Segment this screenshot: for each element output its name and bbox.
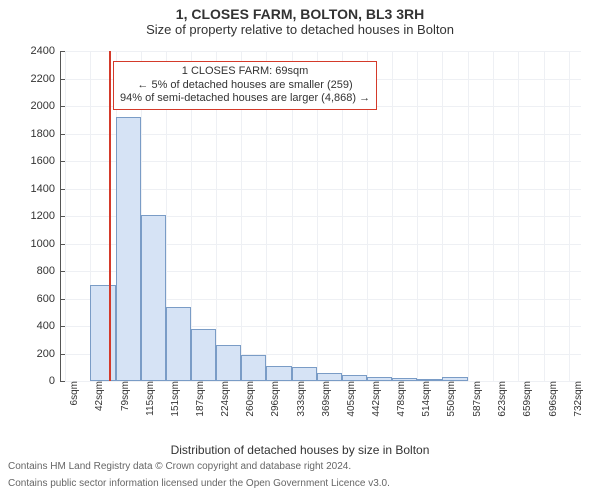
- y-tick-label: 2000: [31, 100, 61, 112]
- gridline-v: [442, 51, 443, 381]
- y-tick-label: 1000: [31, 238, 61, 250]
- x-tick-label: 333sqm: [292, 381, 307, 417]
- x-tick-label: 224sqm: [216, 381, 231, 417]
- histogram-bar: [216, 345, 241, 381]
- y-tick-label: 2200: [31, 73, 61, 85]
- histogram-bar: [367, 377, 392, 381]
- gridline-v: [544, 51, 545, 381]
- gridline-v: [417, 51, 418, 381]
- x-tick-label: 696sqm: [544, 381, 559, 417]
- x-axis-label: Distribution of detached houses by size …: [0, 443, 600, 457]
- y-tick-label: 1800: [31, 128, 61, 140]
- y-tick-label: 200: [37, 348, 61, 360]
- chart-container: Number of detached properties 0200400600…: [0, 41, 600, 441]
- x-tick-label: 6sqm: [65, 381, 80, 405]
- x-tick-label: 623sqm: [493, 381, 508, 417]
- y-tick-label: 400: [37, 320, 61, 332]
- gridline-v: [518, 51, 519, 381]
- callout-box: 1 CLOSES FARM: 69sqm ← 5% of detached ho…: [113, 61, 377, 110]
- callout-title: 1 CLOSES FARM: 69sqm: [120, 65, 370, 79]
- subject-marker-line: [109, 51, 111, 381]
- histogram-bar: [292, 367, 317, 381]
- histogram-bar: [90, 285, 116, 381]
- x-tick-label: 442sqm: [367, 381, 382, 417]
- x-tick-label: 587sqm: [468, 381, 483, 417]
- histogram-bar: [116, 117, 141, 381]
- callout-line-larger: 94% of semi-detached houses are larger (…: [120, 92, 370, 106]
- x-tick-label: 187sqm: [191, 381, 206, 417]
- x-tick-label: 42sqm: [90, 381, 105, 411]
- x-tick-label: 732sqm: [569, 381, 584, 417]
- x-tick-label: 659sqm: [518, 381, 533, 417]
- histogram-bar: [342, 375, 368, 381]
- histogram-bar: [417, 379, 442, 381]
- gridline-v: [392, 51, 393, 381]
- x-tick-label: 514sqm: [417, 381, 432, 417]
- x-tick-label: 550sqm: [442, 381, 457, 417]
- y-tick-label: 2400: [31, 45, 61, 57]
- gridline-v: [493, 51, 494, 381]
- y-tick-label: 600: [37, 293, 61, 305]
- attribution-line-2: Contains public sector information licen…: [0, 474, 600, 491]
- plot-area: 0200400600800100012001400160018002000220…: [60, 51, 581, 382]
- x-tick-label: 151sqm: [166, 381, 181, 417]
- gridline-v: [569, 51, 570, 381]
- callout-line-smaller: ← 5% of detached houses are smaller (259…: [120, 79, 370, 93]
- histogram-bar: [442, 377, 468, 381]
- gridline-h: [61, 51, 581, 52]
- attribution-line-1: Contains HM Land Registry data © Crown c…: [0, 457, 600, 474]
- histogram-bar: [141, 215, 166, 381]
- x-tick-label: 260sqm: [241, 381, 256, 417]
- page-title: 1, CLOSES FARM, BOLTON, BL3 3RH: [0, 0, 600, 22]
- gridline-v: [468, 51, 469, 381]
- x-tick-label: 405sqm: [342, 381, 357, 417]
- x-tick-label: 478sqm: [392, 381, 407, 417]
- histogram-bar: [191, 329, 217, 381]
- histogram-bar: [317, 373, 342, 381]
- histogram-bar: [392, 378, 417, 381]
- histogram-bar: [241, 355, 266, 381]
- y-tick-label: 1200: [31, 210, 61, 222]
- page-subtitle: Size of property relative to detached ho…: [0, 22, 600, 41]
- y-tick-label: 800: [37, 265, 61, 277]
- x-tick-label: 369sqm: [317, 381, 332, 417]
- histogram-bar: [166, 307, 191, 381]
- y-tick-label: 0: [49, 375, 61, 387]
- x-tick-label: 115sqm: [141, 381, 156, 416]
- x-tick-label: 79sqm: [116, 381, 131, 411]
- gridline-v: [65, 51, 66, 381]
- x-tick-label: 296sqm: [266, 381, 281, 417]
- histogram-bar: [266, 366, 292, 381]
- y-tick-label: 1400: [31, 183, 61, 195]
- y-tick-label: 1600: [31, 155, 61, 167]
